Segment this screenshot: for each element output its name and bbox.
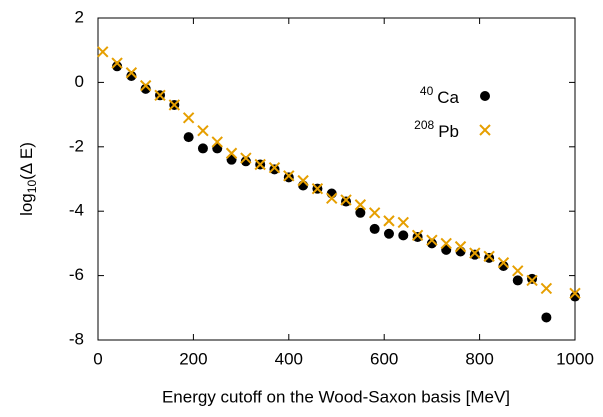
dot-marker [369, 223, 380, 234]
legend-superscript: 208 [414, 118, 434, 132]
x-tick-label: 400 [275, 349, 303, 368]
legend-marker [480, 91, 490, 101]
x-marker [340, 194, 352, 206]
dot-marker [140, 83, 151, 94]
y-label-prefix: log [17, 193, 36, 216]
x-marker [397, 216, 409, 229]
x-marker [454, 240, 467, 253]
x-tick-label: 0 [93, 349, 102, 368]
dot-marker [341, 196, 352, 207]
dot-marker [441, 244, 452, 255]
x-marker [225, 147, 238, 159]
x-marker [383, 215, 395, 227]
dot-marker [469, 249, 480, 260]
legend-label: 208 Pb [414, 118, 459, 141]
x-marker [182, 112, 195, 124]
y-tick-label: 0 [75, 72, 84, 91]
dot-marker [183, 132, 194, 143]
dot-marker [541, 312, 552, 323]
x-marker [326, 192, 338, 205]
dot-marker [212, 143, 223, 154]
legend-label: 40 Ca [420, 84, 460, 107]
y-tick-label: -4 [69, 201, 84, 220]
x-marker [497, 257, 510, 269]
x-marker [154, 89, 166, 101]
x-marker [526, 274, 538, 287]
x-marker [483, 250, 495, 262]
x-marker [569, 287, 581, 300]
dot-marker [412, 231, 423, 242]
x-marker [354, 199, 367, 211]
x-marker [426, 234, 438, 246]
legend-superscript: 40 [420, 84, 434, 98]
dot-marker [197, 143, 208, 154]
dot-marker [383, 228, 394, 239]
x-marker [211, 136, 223, 148]
dot-marker [283, 172, 294, 183]
x-marker [540, 282, 553, 295]
y-tick-label: -6 [69, 265, 84, 284]
x-marker [512, 265, 524, 277]
x-marker [240, 152, 252, 164]
legend-marker [479, 124, 491, 136]
dot-marker [355, 207, 366, 218]
dot-marker [226, 154, 237, 165]
dot-marker [512, 275, 523, 286]
x-tick-label: 600 [370, 349, 398, 368]
y-tick-label: -2 [69, 136, 84, 155]
legend-name: Ca [437, 88, 459, 107]
dot-marker [426, 238, 437, 249]
dot-marker [112, 61, 123, 72]
x-marker [411, 229, 424, 242]
x-marker [440, 237, 452, 250]
dot-marker [126, 70, 137, 81]
x-marker [139, 79, 152, 92]
x-marker [469, 247, 481, 259]
x-marker [168, 99, 181, 111]
x-tick-label: 800 [465, 349, 493, 368]
dot-marker [570, 291, 580, 302]
plot-frame [97, 17, 576, 341]
x-marker [283, 170, 295, 182]
x-tick-label: 1000 [556, 349, 594, 368]
y-tick-label: -8 [69, 329, 84, 348]
x-marker [311, 182, 324, 195]
x-marker [97, 46, 109, 58]
x-marker [111, 57, 123, 69]
legend-name: Pb [438, 122, 459, 141]
dot-marker [269, 164, 280, 175]
x-marker [297, 174, 309, 187]
x-marker [368, 207, 381, 219]
y-tick-label: 2 [75, 7, 84, 26]
dot-marker [527, 273, 538, 284]
dot-marker [484, 252, 495, 263]
y-label-subscript: 10 [25, 180, 39, 194]
dot-marker [240, 156, 251, 167]
x-axis-label: Energy cutoff on the Wood-Saxon basis [M… [162, 387, 510, 406]
x-marker [197, 124, 209, 137]
x-marker [254, 158, 266, 171]
x-tick-label: 200 [179, 349, 207, 368]
y-label-suffix: (Δ E) [17, 142, 36, 180]
x-marker [125, 67, 138, 79]
y-axis-label: log10(Δ E) [17, 142, 39, 216]
dot-marker [398, 230, 409, 241]
x-marker [268, 162, 281, 174]
dot-marker [498, 260, 509, 271]
